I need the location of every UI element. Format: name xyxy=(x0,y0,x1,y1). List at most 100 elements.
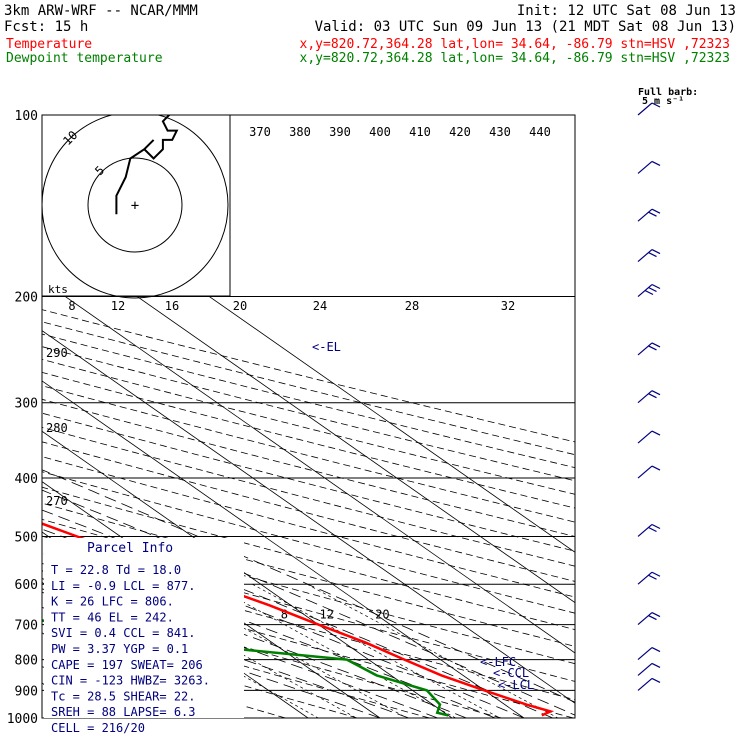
forecast-hour: Fcst: 15 h xyxy=(4,19,88,35)
hodograph-units: kts xyxy=(48,283,68,296)
pressure-label: 600 xyxy=(15,578,38,593)
wind-barb-staff xyxy=(637,647,653,661)
wind-barb xyxy=(637,677,661,691)
el-marker: <-EL xyxy=(312,340,341,354)
wind-barb-staff xyxy=(637,612,653,626)
hodograph-inset: + 5 10 kts xyxy=(42,115,231,299)
wind-barb xyxy=(637,102,661,116)
wind-barb-flag xyxy=(651,647,661,653)
inset-axis-label: 28 xyxy=(405,299,419,313)
wind-barb xyxy=(637,390,661,404)
wind-barb-flag xyxy=(648,393,657,399)
wind-barb-flag xyxy=(651,283,661,290)
theta-e-label: 290 xyxy=(46,346,68,360)
parcel-info-row: K = 26 LFC = 806. xyxy=(51,595,174,609)
parcel-info-row: CAPE = 197 SWEAT= 206 xyxy=(51,658,203,672)
mixing-ratio-line xyxy=(252,583,500,718)
hodograph-frame xyxy=(42,115,231,297)
pressure-label: 800 xyxy=(15,654,38,669)
wind-barb xyxy=(637,571,661,585)
wind-barb xyxy=(637,647,661,661)
wind-barb xyxy=(637,430,661,444)
inset-axis-label: 20 xyxy=(233,299,247,313)
temperature-location: x,y=820.72,364.28 lat,lon= 34.64, -86.79… xyxy=(300,37,730,52)
hodograph-ring-outer xyxy=(42,115,229,299)
wind-barb-flag xyxy=(651,612,661,618)
isotherm-line xyxy=(42,380,525,718)
parcel-info-row: LI = -0.9 LCL = 877. xyxy=(51,579,196,593)
wind-barb-staff xyxy=(637,102,653,116)
parcel-info-rows: T = 22.8 Td = 18.0 LI = -0.9 LCL = 877. K … xyxy=(51,563,210,735)
ccl-marker: <-CCL xyxy=(493,666,529,680)
inset-axis-labels: 8 12 16 20 24 28 32 xyxy=(68,299,515,313)
wind-barb-flag xyxy=(648,574,657,580)
mixing-ratio-label: 20 xyxy=(375,608,389,622)
wind-barb-staff xyxy=(637,430,653,444)
dry-adiabat-line xyxy=(42,607,430,718)
valid-time: Valid: 03 UTC Sun 09 Jun 13 (21 MDT Sat … xyxy=(315,19,736,35)
isotherm-line xyxy=(42,229,575,604)
temperature-legend: Temperature xyxy=(6,37,92,52)
moist-adiabat-line xyxy=(42,578,438,718)
theta-label: 430 xyxy=(489,125,511,139)
model-title: 3km ARW-WRF -- NCAR/MMM xyxy=(4,3,198,19)
lfc-marker: <-LFC xyxy=(480,655,516,669)
dewpoint-profile xyxy=(42,619,449,717)
moist-adiabat-line xyxy=(42,591,409,718)
pressure-label: 400 xyxy=(15,472,38,487)
wind-barb-flag xyxy=(648,252,657,258)
wind-barb xyxy=(637,523,661,537)
wind-barb-flag xyxy=(651,102,661,108)
barb-legend-unit: 5 m s⁻¹ xyxy=(642,96,684,107)
wind-barbs xyxy=(637,102,661,691)
wind-barb-flag xyxy=(644,289,654,296)
wind-barb-flag xyxy=(648,211,657,217)
plot-frame xyxy=(41,114,576,719)
wind-barb xyxy=(637,208,661,222)
dewpoint-location: x,y=820.72,364.28 lat,lon= 34.64, -86.79… xyxy=(300,51,730,66)
wind-barb-flag xyxy=(651,249,661,255)
wind-barb-staff xyxy=(637,465,653,479)
init-time: Init: 12 UTC Sat 08 Jun 13 xyxy=(517,3,736,19)
parcel-info-row: SVI = 0.4 CCL = 841. xyxy=(51,626,196,640)
hodograph-trace xyxy=(115,115,179,215)
pressure-label: 700 xyxy=(15,619,38,634)
theta-label: 410 xyxy=(409,125,431,139)
wind-barb-staff xyxy=(637,677,653,691)
inset-axis-label: 12 xyxy=(111,299,125,313)
wind-barb xyxy=(637,612,661,626)
wind-barb xyxy=(637,160,661,174)
wind-barb xyxy=(637,342,661,356)
wind-barb-staff xyxy=(637,390,653,404)
wind-barb xyxy=(637,283,661,297)
wind-barb-staff xyxy=(637,249,653,263)
theta-e-label: 280 xyxy=(46,421,68,435)
moist-adiabat-line xyxy=(42,469,575,703)
wind-barb-flag xyxy=(651,390,661,396)
isotherm-line xyxy=(42,279,575,654)
pressure-label: 500 xyxy=(15,530,38,545)
isotherm-line xyxy=(42,430,453,718)
parcel-info-row: CIN = -123 HWBZ= 3263. xyxy=(51,674,210,688)
parcel-info-panel: Parcel Info T = 22.8 Td = 18.0 LI = -0.9 … xyxy=(44,538,244,735)
wind-barb-flag xyxy=(648,345,657,351)
parcel-info-row: Tc = 28.5 SHEAR= 22. xyxy=(51,689,196,703)
pressure-label: 200 xyxy=(15,291,38,306)
wind-barb-flag xyxy=(651,523,661,530)
theta-label: 440 xyxy=(529,125,551,139)
theta-e-labels: 290 280 270 xyxy=(46,346,68,508)
wind-barb-flag xyxy=(651,571,661,577)
pressure-label: 100 xyxy=(15,109,38,124)
wind-barb-flag xyxy=(648,526,657,533)
mixing-ratio-label: 8 xyxy=(281,608,288,622)
parcel-info-row: T = 22.8 Td = 18.0 xyxy=(51,563,181,577)
dewpoint-legend: Dewpoint temperature xyxy=(6,51,163,66)
pressure-label: 900 xyxy=(15,684,38,699)
theta-label: 390 xyxy=(329,125,351,139)
mixing-ratio-label: 12 xyxy=(319,608,333,622)
wind-barb-flag xyxy=(651,208,661,214)
wind-barb-flag xyxy=(651,677,661,683)
parcel-info-row: SREH = 88 LAPSE= 6.3 xyxy=(51,705,196,719)
theta-labels: 370 380 390 400 410 420 430 440 xyxy=(249,125,551,139)
wind-barb-flag xyxy=(651,465,661,471)
